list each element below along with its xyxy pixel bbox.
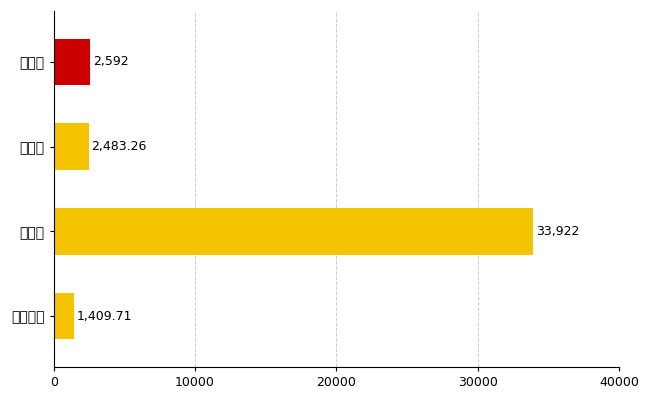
Bar: [54, 123, 89, 170]
Text: 33,922: 33,922: [536, 225, 579, 238]
Bar: [54, 39, 90, 85]
Text: 1,409.71: 1,409.71: [77, 310, 132, 322]
Text: 2,592: 2,592: [93, 56, 129, 68]
Bar: [54, 293, 73, 339]
Text: 2,483.26: 2,483.26: [92, 140, 147, 153]
Bar: [54, 208, 533, 255]
